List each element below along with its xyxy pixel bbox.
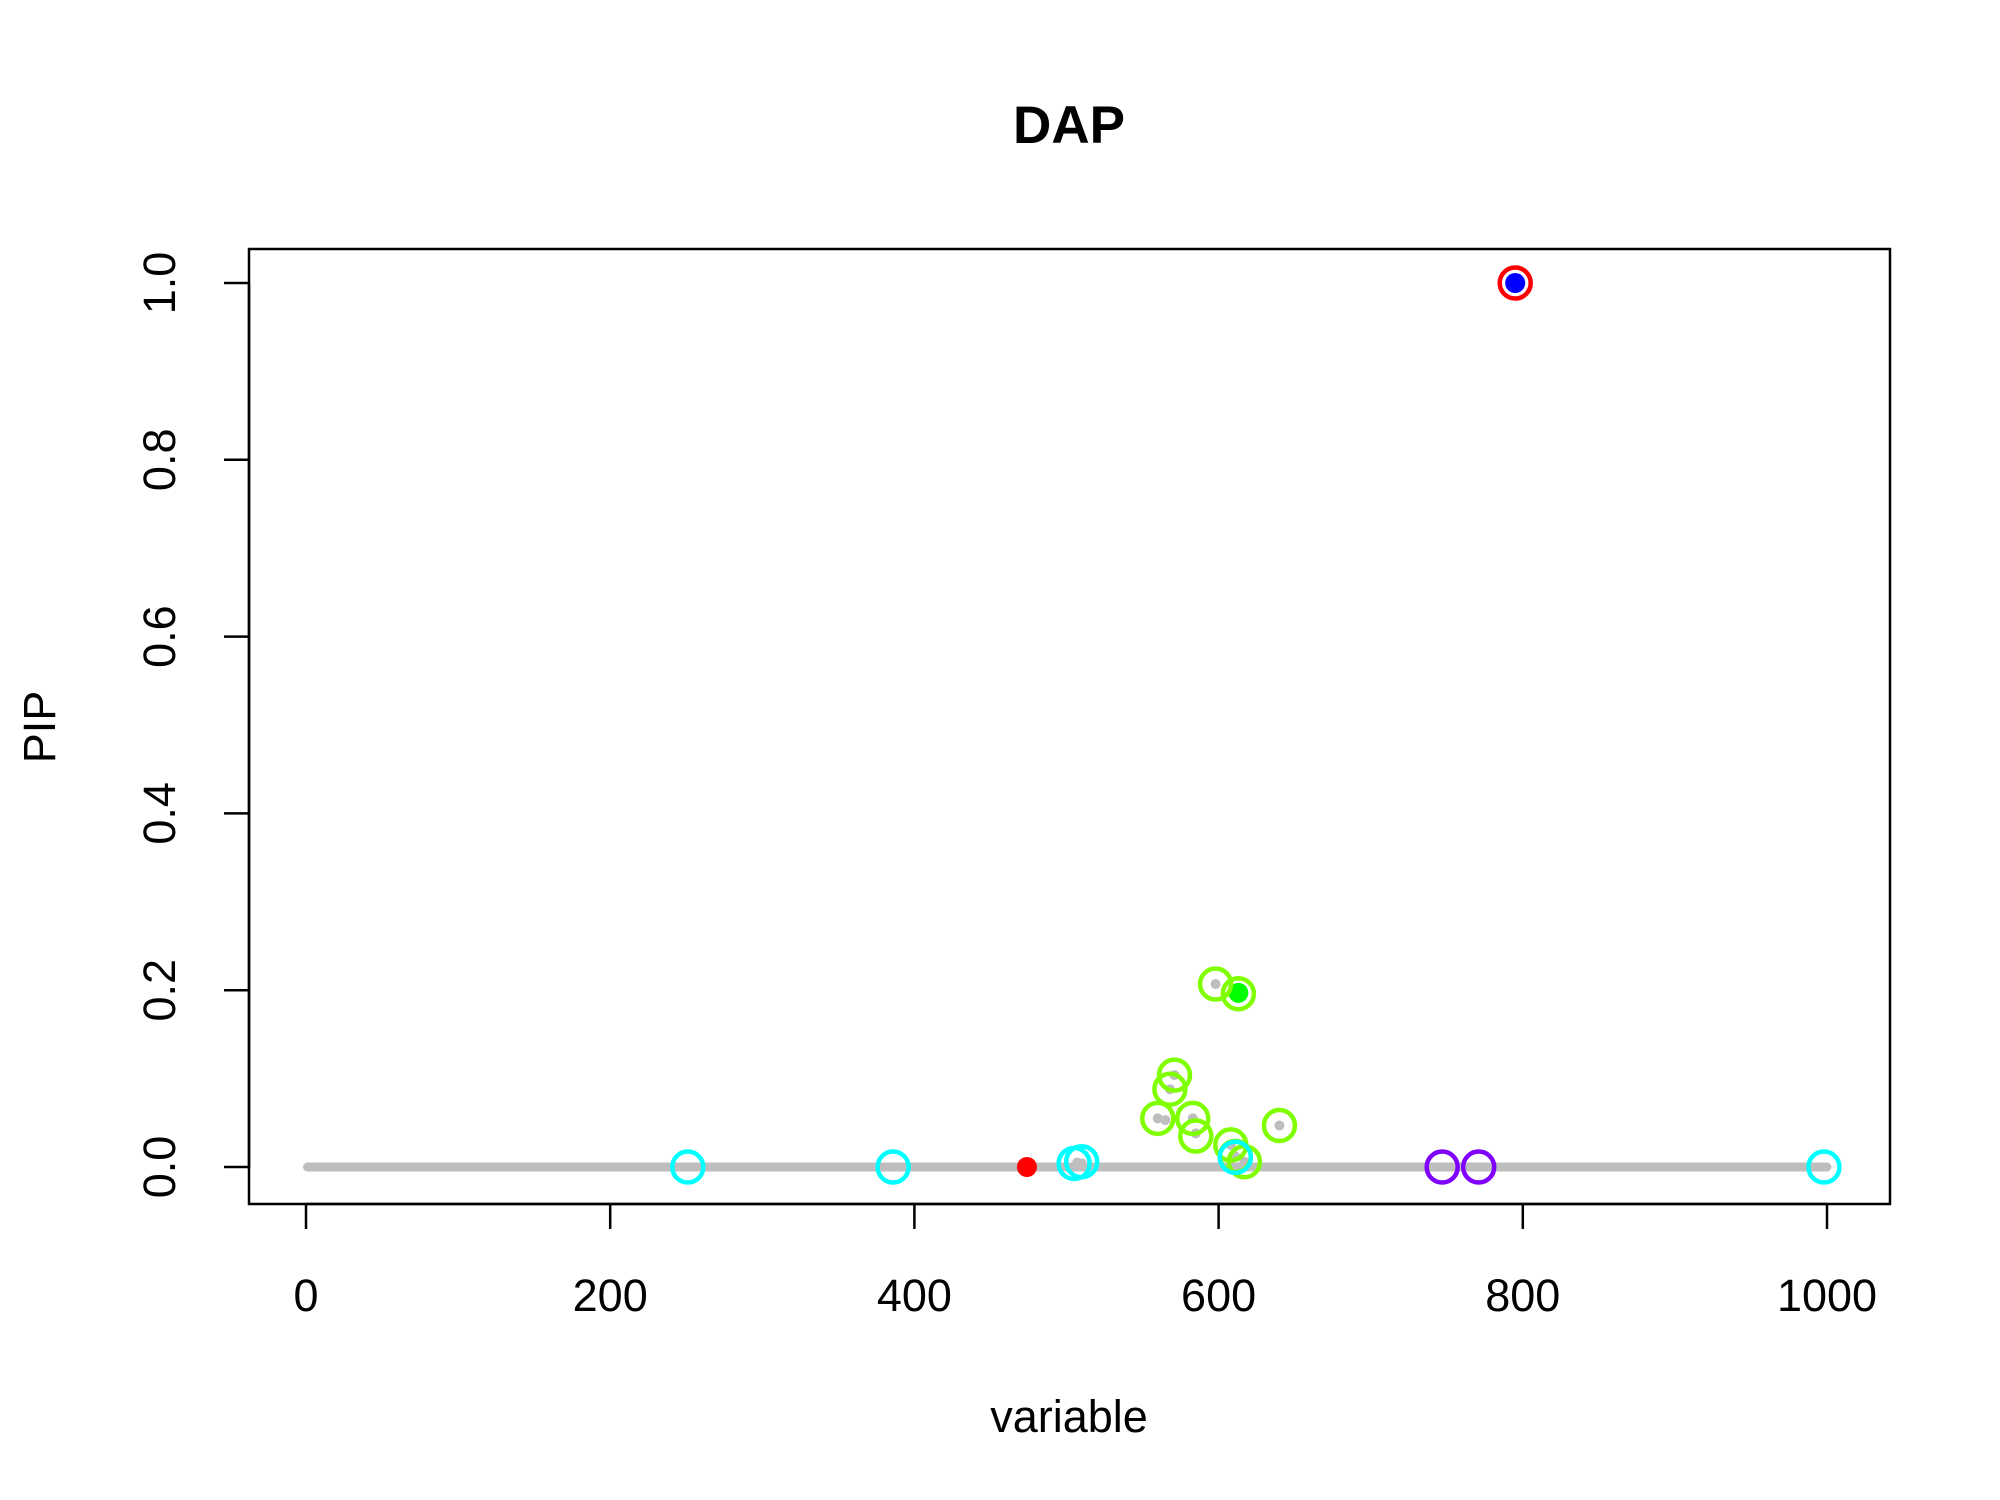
filled-marker <box>1505 273 1526 293</box>
x-axis-label: variable <box>990 1391 1148 1442</box>
ring-marker-group-2 <box>1152 1071 1188 1107</box>
ring-marker-group-4 <box>1460 1149 1497 1185</box>
pip-dot <box>1210 979 1221 990</box>
ring-marker-group-2 <box>1178 1118 1214 1154</box>
ring-marker-group-3 <box>875 1149 911 1185</box>
data-layer <box>303 265 1842 1185</box>
x-tick-label: 1000 <box>1777 1270 1877 1321</box>
ring-marker-group-3 <box>1217 1139 1254 1176</box>
y-axis-label: PIP <box>14 691 65 764</box>
y-tick-label: 0.2 <box>134 959 185 1022</box>
pip-dot <box>1160 1115 1171 1126</box>
y-tick-label: 0.4 <box>134 782 185 845</box>
ring-marker-group-2 <box>1220 975 1257 1012</box>
pip-dot <box>1274 1120 1285 1131</box>
axes: 0 200 400 600 800 1000 0.0 0.2 0.4 0.6 0.8 1.0 <box>134 252 1877 1321</box>
pip-dot <box>1076 1158 1087 1169</box>
y-tick-label: 0.8 <box>134 429 185 492</box>
filled-marker <box>1016 1157 1037 1177</box>
y-tick-label: 0.6 <box>134 605 185 668</box>
ring-marker-group-2 <box>1197 966 1234 1002</box>
ring-marker-group-3 <box>1806 1149 1842 1185</box>
ring-marker-group-2 <box>1140 1100 1176 1137</box>
ring-marker-group-2 <box>1261 1107 1298 1144</box>
y-tick-label: 0.0 <box>134 1136 185 1199</box>
x-tick-label: 0 <box>293 1270 318 1321</box>
x-tick-label: 600 <box>1181 1270 1256 1321</box>
x-tick-label: 200 <box>573 1270 648 1321</box>
ring-marker-group-3 <box>1063 1143 1100 1180</box>
ring-marker-group-2 <box>1156 1057 1193 1093</box>
ring-marker-group-1 <box>1497 265 1533 301</box>
ring-marker-group-3 <box>670 1149 706 1185</box>
chart-title: DAP <box>1013 96 1125 155</box>
ring-marker-group-4 <box>1424 1149 1460 1185</box>
x-tick-label: 400 <box>877 1270 952 1321</box>
ring-marker-group-2 <box>1174 1100 1211 1137</box>
filled-marker <box>1228 982 1249 1003</box>
y-tick-label: 1.0 <box>134 252 185 315</box>
pip-dot <box>1152 1113 1163 1124</box>
x-tick-label: 800 <box>1485 1270 1560 1321</box>
